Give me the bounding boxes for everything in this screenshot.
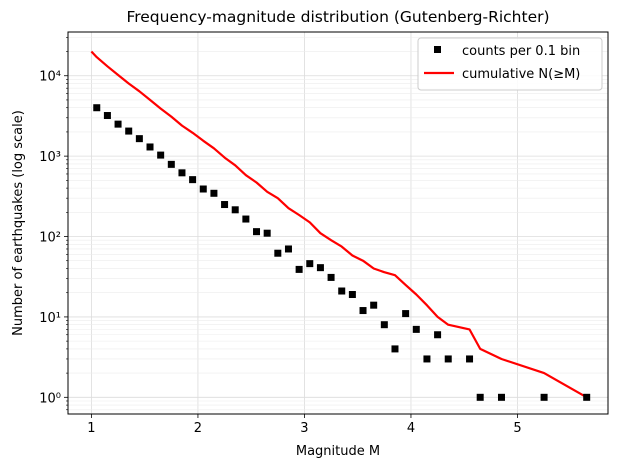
data-point [391, 345, 399, 353]
data-point [444, 355, 452, 363]
data-point [157, 151, 165, 159]
data-point [370, 301, 378, 309]
data-point [497, 393, 505, 401]
data-point [114, 120, 122, 128]
series-layer [90, 50, 591, 401]
data-point [338, 287, 346, 295]
data-point [135, 135, 143, 143]
data-point [178, 169, 186, 177]
data-point [402, 310, 410, 318]
x-tick-label: 4 [407, 421, 415, 436]
data-point [380, 321, 388, 329]
y-tick-label: 10⁴ [39, 70, 61, 85]
axis-ticks: 1 2 3 4 5 10⁰ 10¹ 10² 10³ 10⁴ [39, 37, 522, 436]
plot-frame [67, 31, 609, 415]
y-axis-label: Number of earthquakes (log scale) [11, 110, 26, 336]
x-tick-label: 3 [300, 421, 308, 436]
y-tick-label: 10¹ [39, 311, 61, 326]
x-tick-label: 5 [513, 421, 521, 436]
data-point [146, 143, 154, 151]
data-point [359, 307, 367, 315]
data-point [423, 355, 431, 363]
y-tick-label: 10⁰ [39, 391, 61, 406]
data-point [306, 260, 314, 268]
data-point [540, 393, 548, 401]
legend-label-cumulative: cumulative N(≥M) [462, 67, 580, 82]
data-point [210, 189, 218, 197]
legend-marker-counts [434, 46, 441, 53]
data-point [274, 249, 282, 257]
data-point [348, 291, 356, 299]
data-point [167, 160, 175, 168]
data-point [327, 273, 335, 281]
x-axis-label: Magnitude M [296, 444, 380, 459]
data-point [93, 104, 101, 112]
data-point [295, 265, 303, 273]
data-point [476, 393, 484, 401]
legend: counts per 0.1 bin cumulative N(≥M) [417, 37, 603, 91]
data-point [583, 393, 591, 401]
data-point [284, 245, 292, 253]
data-point [412, 325, 420, 333]
data-point [253, 228, 261, 236]
data-point [125, 127, 133, 135]
data-point [189, 176, 197, 184]
data-point [199, 185, 207, 193]
cumulative-line [90, 50, 588, 399]
data-point [263, 229, 271, 237]
chart-title: Frequency-magnitude distribution (Gutenb… [126, 8, 549, 26]
data-point [434, 331, 442, 339]
y-tick-label: 10³ [39, 150, 61, 165]
data-point [242, 215, 250, 223]
legend-label-counts: counts per 0.1 bin [462, 44, 580, 59]
grid [68, 32, 608, 414]
x-tick-label: 2 [194, 421, 202, 436]
data-point [231, 206, 239, 214]
data-point [466, 355, 474, 363]
data-point [316, 264, 324, 272]
x-tick-label: 1 [87, 421, 95, 436]
legend-box [417, 37, 603, 91]
data-point [221, 201, 229, 209]
data-point [103, 112, 111, 120]
y-tick-label: 10² [39, 231, 61, 246]
